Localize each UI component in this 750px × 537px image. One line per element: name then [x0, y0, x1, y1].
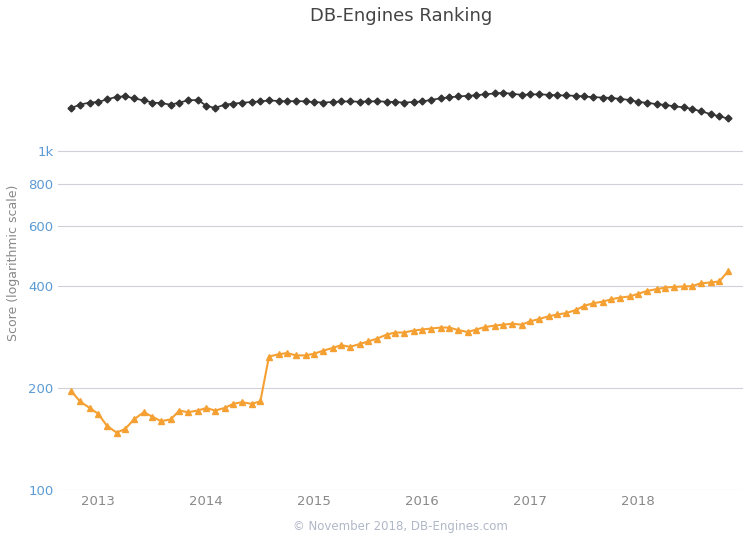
Title: DB-Engines Ranking: DB-Engines Ranking — [310, 7, 492, 25]
Text: © November 2018, DB-Engines.com: © November 2018, DB-Engines.com — [293, 520, 508, 533]
Y-axis label: Score (logarithmic scale): Score (logarithmic scale) — [7, 185, 20, 341]
